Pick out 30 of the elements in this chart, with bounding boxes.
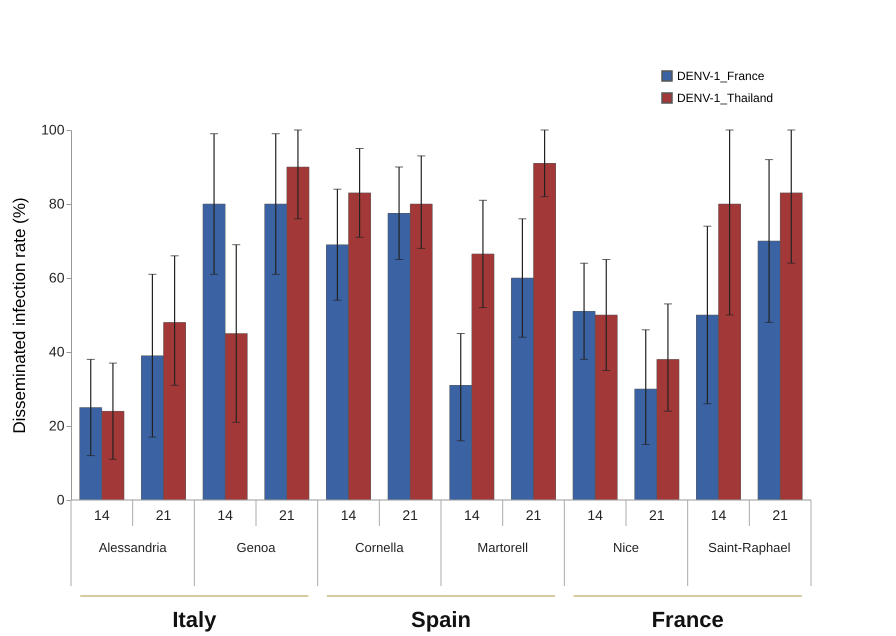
y-axis-title: Disseminated infection rate (%) — [10, 197, 30, 434]
x-tick-label: 21 — [279, 507, 295, 523]
text: Alessandria — [98, 540, 168, 555]
x-tick-label: 21 — [772, 507, 788, 523]
y-tick-label: 20 — [48, 418, 65, 434]
x-tick-label: 14 — [94, 507, 110, 523]
x-tick-label: 14 — [340, 507, 356, 523]
x-tick-label: 21 — [402, 507, 418, 523]
text: Nice — [612, 540, 640, 555]
y-tick-label: 80 — [48, 196, 65, 212]
text: Genoa — [236, 540, 276, 555]
x-tick-label: 21 — [649, 507, 665, 523]
text: Martorell — [477, 540, 528, 555]
text: Saint-Raphael — [708, 540, 791, 555]
x-tick-label: 21 — [526, 507, 542, 523]
y-tick-label: 60 — [48, 270, 65, 286]
x-tick-label: 21 — [156, 507, 172, 523]
legend-label: DENV-1_Thailand — [677, 91, 774, 105]
text: Spain — [411, 607, 471, 632]
y-tick-label: 0 — [56, 492, 65, 508]
text: Italy — [172, 607, 218, 632]
y-tick-label: 40 — [48, 344, 65, 360]
x-tick-label: 14 — [464, 507, 480, 523]
x-tick-label: 14 — [710, 507, 726, 523]
y-tick-label: 100 — [41, 122, 65, 138]
text: France — [652, 607, 724, 632]
x-tick-label: 14 — [587, 507, 604, 523]
legend-label: DENV-1_France — [677, 69, 765, 83]
x-tick-label: 14 — [217, 507, 234, 523]
text: Cornella — [355, 540, 404, 555]
